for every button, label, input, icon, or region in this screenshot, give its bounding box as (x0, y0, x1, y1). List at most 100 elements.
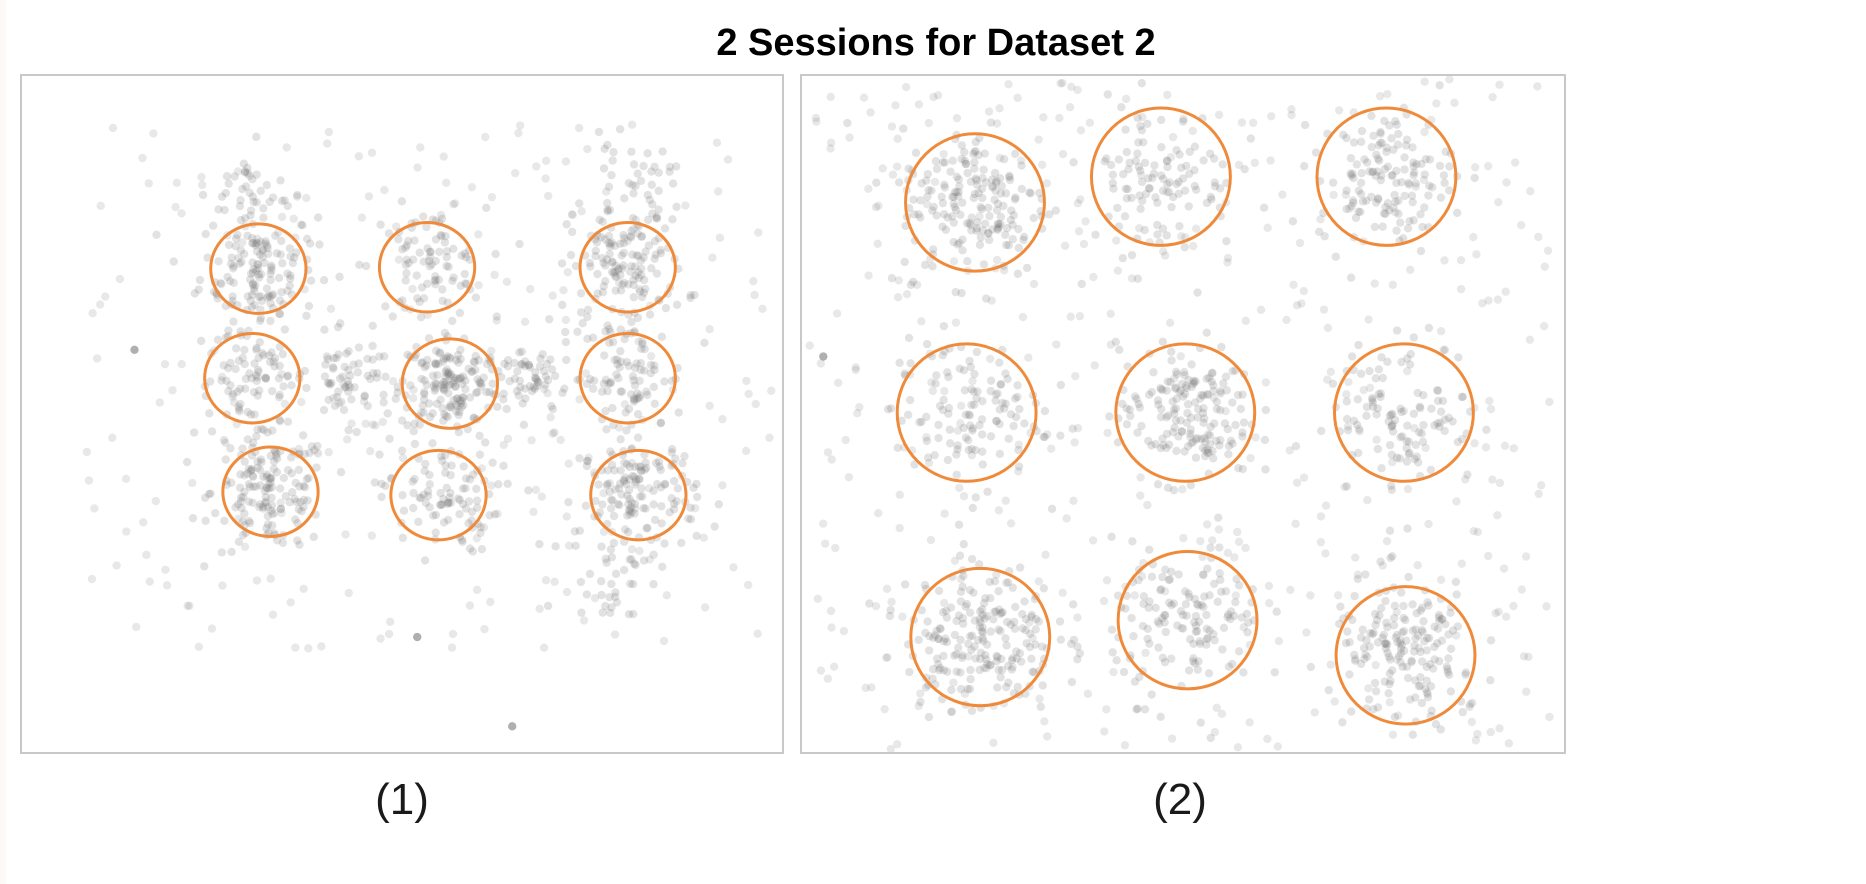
scatter-point (252, 376, 261, 386)
scatter-point (431, 510, 441, 520)
scatter-point (1426, 682, 1436, 691)
scatter-point (377, 492, 386, 502)
scatter-point (1039, 584, 1049, 593)
scatter-point (618, 264, 627, 273)
scatter-point (447, 461, 456, 470)
scatter-point (591, 251, 600, 261)
scatter-point (543, 389, 552, 398)
scatter-point (458, 537, 467, 547)
scatter-point (535, 539, 544, 549)
scatter-point (1378, 373, 1387, 383)
scatter-point (1354, 340, 1363, 350)
scatter-point (1016, 657, 1026, 666)
scatter-point (151, 496, 160, 506)
scatter-point (1047, 444, 1056, 453)
scatter-point (1380, 116, 1389, 126)
scatter-point (423, 487, 433, 496)
scatter-point (749, 277, 758, 286)
scatter-point (1212, 436, 1221, 445)
scatter-point (1359, 643, 1369, 653)
scatter-point (438, 404, 447, 413)
scatter-point (1381, 644, 1391, 653)
scatter-point (976, 202, 985, 212)
scatter-point (1200, 434, 1209, 443)
scatter-point (246, 275, 255, 284)
scatter-point (1160, 251, 1170, 260)
scatter-point (240, 509, 249, 518)
scatter-point (532, 162, 541, 171)
scatter-point (1224, 610, 1233, 619)
scatter-point (754, 228, 763, 237)
scatter-point (992, 416, 1001, 426)
scatter-point (368, 420, 377, 429)
scatter-point (973, 387, 982, 396)
scatter-point (637, 337, 647, 346)
scatter-point (639, 275, 649, 285)
scatter-point (409, 385, 418, 395)
scatter-point (965, 684, 975, 694)
scatter-point (108, 433, 117, 443)
scatter-point (248, 472, 258, 481)
scatter-point (1025, 618, 1034, 627)
scatter-point (1131, 156, 1141, 166)
scatter-point (1196, 394, 1205, 403)
scatter-point (627, 261, 636, 271)
scatter-point (445, 403, 454, 412)
scatter-point (965, 632, 975, 641)
scatter-point (1353, 395, 1362, 404)
scatter-point (1202, 198, 1212, 208)
scatter-point (920, 260, 930, 270)
scatter-point (525, 363, 535, 372)
scatter-point (260, 258, 269, 268)
scatter-point (1163, 483, 1173, 492)
scatter-point (934, 420, 943, 430)
scatter-point (515, 376, 525, 385)
scatter-point (1382, 640, 1392, 649)
scatter-point (518, 399, 527, 408)
scatter-point (227, 478, 236, 487)
scatter-point (861, 683, 870, 692)
scatter-point (304, 473, 313, 483)
scatter-point (485, 511, 494, 520)
scatter-point (474, 356, 483, 365)
scatter-point (1004, 241, 1013, 250)
scatter-point (1202, 640, 1211, 649)
scatter-point (280, 399, 289, 409)
scatter-point (472, 484, 481, 494)
scatter-point (263, 511, 273, 521)
scatter-point (1368, 393, 1377, 403)
scatter-point (1356, 178, 1366, 187)
scatter-point (1004, 434, 1013, 443)
scatter-point (1494, 607, 1503, 617)
scatter-point (270, 362, 279, 371)
scatter-point (851, 363, 860, 372)
scatter-point (1156, 412, 1166, 422)
scatter-point (431, 360, 440, 369)
scatter-point (1500, 441, 1510, 450)
scatter-point (617, 490, 626, 499)
scatter-point (631, 271, 640, 280)
scatter-point (619, 565, 629, 575)
scatter-point (1206, 543, 1215, 552)
scatter-point (1221, 372, 1231, 381)
scatter-point (286, 598, 295, 607)
scatter-point (1369, 131, 1378, 141)
scatter-point (1008, 234, 1017, 244)
scatter-point (378, 417, 387, 427)
scatter-point (238, 353, 247, 363)
scatter-point (954, 175, 964, 184)
scatter-point (1143, 119, 1152, 128)
scatter-point (344, 365, 353, 375)
scatter-point (1036, 702, 1045, 711)
scatter-point (1051, 206, 1060, 215)
scatter-point (1467, 717, 1477, 727)
scatter-point (1353, 570, 1363, 579)
scatter-point (1408, 197, 1417, 207)
scatter-point (1215, 543, 1224, 552)
scatter-point (958, 235, 967, 244)
scatter-point (994, 219, 1003, 229)
scatter-point (1403, 421, 1412, 430)
scatter-point (1179, 117, 1188, 126)
scatter-point (265, 351, 274, 360)
scatter-point (1193, 665, 1203, 674)
